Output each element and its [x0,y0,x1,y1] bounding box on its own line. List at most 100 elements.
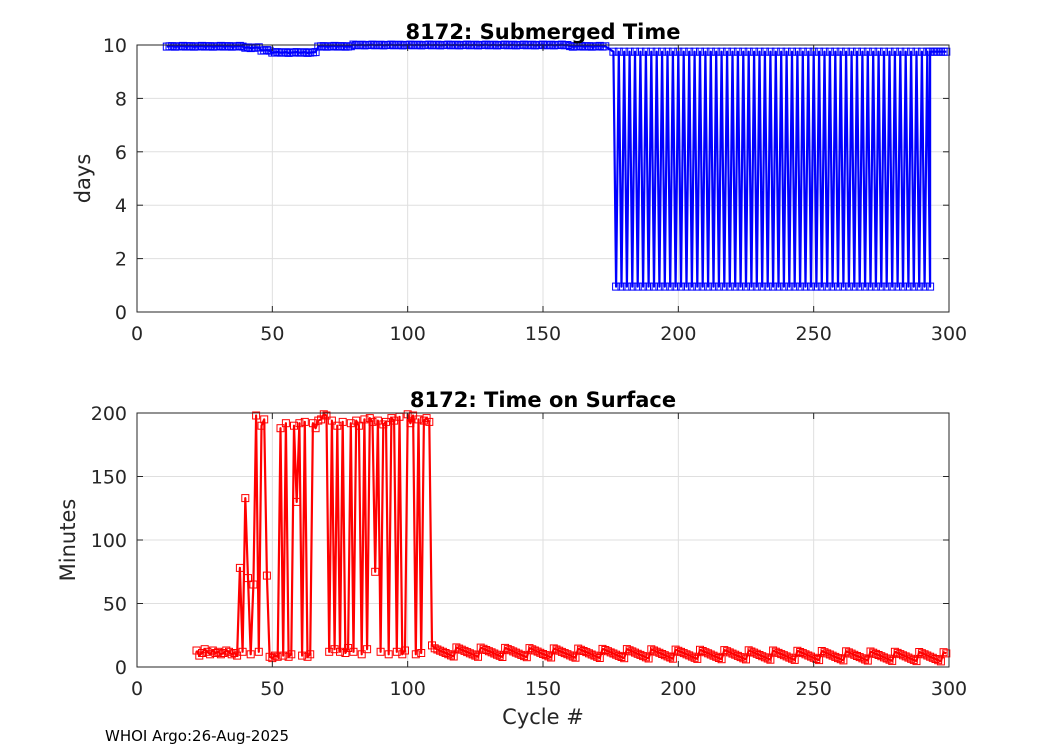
data-point-marker [314,416,323,425]
data-point-marker [614,47,623,56]
data-point-marker [208,646,217,655]
data-point-marker [763,282,772,291]
data-point-marker [338,42,347,51]
data-point-marker [606,648,615,657]
data-point-marker [709,651,718,660]
data-point-marker [782,47,791,56]
data-point-marker [853,652,861,660]
data-point-marker [793,47,802,56]
data-point-marker [568,652,577,661]
data-point-marker [271,651,279,660]
series-line [166,43,947,288]
data-point-marker [839,656,848,665]
data-point-marker [244,574,252,583]
data-point-marker [533,647,542,656]
data-point-marker [308,419,317,428]
data-point-marker [406,419,415,428]
data-point-marker [750,47,759,56]
data-point-marker [923,651,932,660]
data-point-marker [698,647,707,655]
data-point-marker [885,655,894,664]
data-point-marker [644,654,653,663]
x-tick-label: 50 [260,678,284,700]
x-axis-label: Cycle # [502,705,584,729]
data-point-marker [842,647,851,656]
data-point-marker [249,580,258,589]
data-point-marker [179,41,187,50]
data-point-marker [476,643,485,652]
data-point-marker [327,416,336,425]
data-point-marker [460,646,469,655]
y-tick-label: 50 [103,594,127,616]
data-point-marker [639,652,648,661]
data-point-marker [417,649,426,657]
data-point-marker [517,650,526,659]
y-tick-label: 150 [91,467,127,489]
data-point-marker [712,652,721,661]
data-point-marker [677,647,685,656]
data-point-marker [823,649,832,658]
data-point-marker [530,646,539,655]
data-point-marker [777,47,786,56]
data-point-marker [917,649,926,658]
data-point-marker [493,650,501,659]
data-point-marker [484,647,493,656]
data-point-marker [549,644,558,653]
data-point-marker [465,649,474,658]
data-point-marker [262,46,271,55]
y-tick-label: 100 [91,530,127,552]
footer-text: WHOI Argo:26-Aug-2025 [105,727,289,745]
data-point-marker [198,41,206,50]
data-point-marker [869,47,878,56]
data-point-marker [728,47,737,56]
data-point-marker [241,494,250,503]
data-point-marker [252,411,261,420]
data-point-marker [528,645,537,654]
data-point-marker [230,649,239,657]
data-point-marker [235,563,244,572]
data-point-marker [547,653,556,662]
data-point-marker [622,645,631,654]
data-point-marker [300,48,309,57]
data-point-marker [796,648,805,656]
data-point-marker [311,48,320,57]
data-point-marker [863,47,872,56]
data-point-marker [628,282,637,291]
data-point-marker [244,43,252,52]
data-point-marker [593,652,602,661]
data-point-marker [712,47,721,56]
data-point-marker [319,410,328,419]
data-point-marker [346,419,355,428]
data-point-marker [717,47,726,56]
data-point-marker [576,41,585,50]
data-point-marker [758,652,767,661]
data-point-marker [641,47,650,56]
data-point-marker [419,416,428,425]
data-point-marker [820,47,829,56]
data-point-marker [701,47,710,56]
data-point-marker [346,42,355,51]
data-point-marker [904,282,913,291]
data-point-marker [612,650,621,659]
data-point-marker [671,645,680,654]
data-point-marker [292,48,301,57]
data-point-marker [411,650,420,659]
data-point-marker [595,41,604,50]
data-point-marker [698,282,707,291]
data-point-marker [514,649,523,658]
data-point-marker [612,282,621,291]
data-point-marker [444,650,453,659]
y-tick-label: 200 [91,403,127,425]
data-point-marker [284,652,293,661]
data-point-marker [658,47,667,56]
data-point-marker [912,657,921,666]
data-point-marker [717,655,726,664]
data-point-marker [658,650,667,658]
y-tick-label: 2 [115,249,127,271]
chart-title: 8172: Submerged Time [405,20,680,44]
data-point-marker [871,282,880,291]
data-point-marker [601,42,610,51]
data-point-marker [609,649,618,658]
y-axis-label: Minutes [56,499,80,582]
